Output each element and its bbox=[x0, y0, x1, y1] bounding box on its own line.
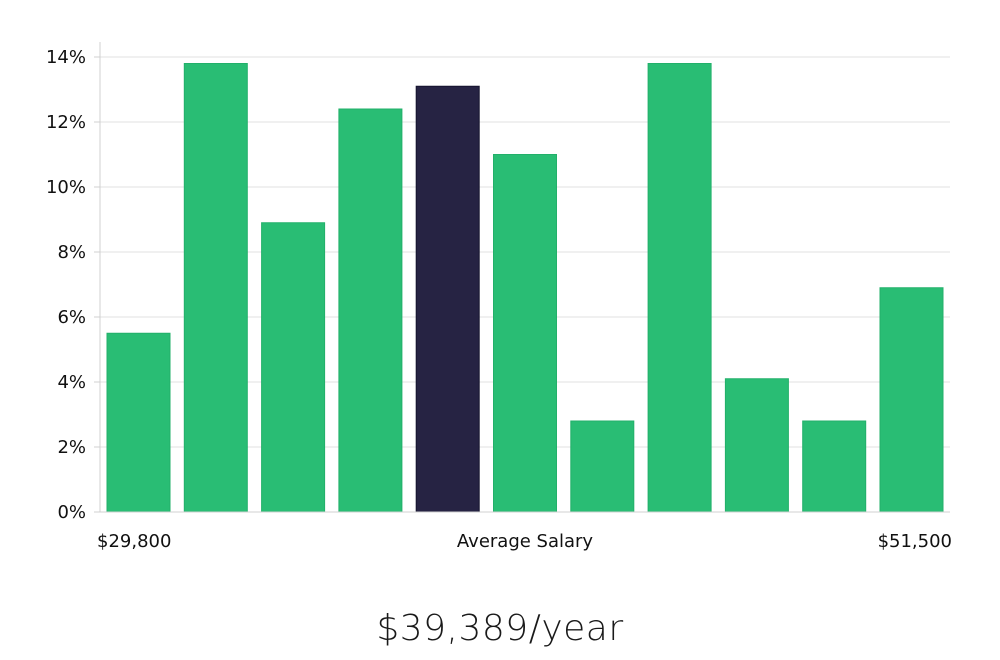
bar bbox=[724, 378, 789, 513]
y-tick-label: 8% bbox=[57, 242, 86, 263]
x-axis-title: Average Salary bbox=[457, 531, 594, 552]
y-tick-label: 0% bbox=[57, 502, 86, 523]
bar bbox=[106, 332, 171, 513]
bar bbox=[647, 63, 712, 513]
x-label-min: $29,800 bbox=[97, 531, 171, 552]
bars bbox=[106, 63, 944, 513]
y-tick-label: 6% bbox=[57, 307, 86, 328]
y-tick-label: 14% bbox=[46, 47, 86, 68]
x-label-max: $51,500 bbox=[878, 531, 952, 552]
average-salary-value: $39,389/year bbox=[376, 608, 624, 649]
y-tick-label: 12% bbox=[46, 112, 86, 133]
bar bbox=[261, 222, 326, 513]
y-axis-ticks: 0% 2% 4% 6% 8% 10% 12% 14% bbox=[46, 47, 100, 523]
bar bbox=[493, 154, 557, 513]
bar bbox=[183, 63, 248, 513]
y-tick-label: 4% bbox=[57, 372, 86, 393]
bar bbox=[570, 420, 635, 513]
bar bbox=[879, 287, 944, 513]
y-tick-label: 10% bbox=[46, 177, 86, 198]
bar-highlighted bbox=[415, 85, 480, 513]
bar bbox=[338, 108, 403, 513]
bar bbox=[802, 420, 867, 513]
y-tick-label: 2% bbox=[57, 437, 86, 458]
